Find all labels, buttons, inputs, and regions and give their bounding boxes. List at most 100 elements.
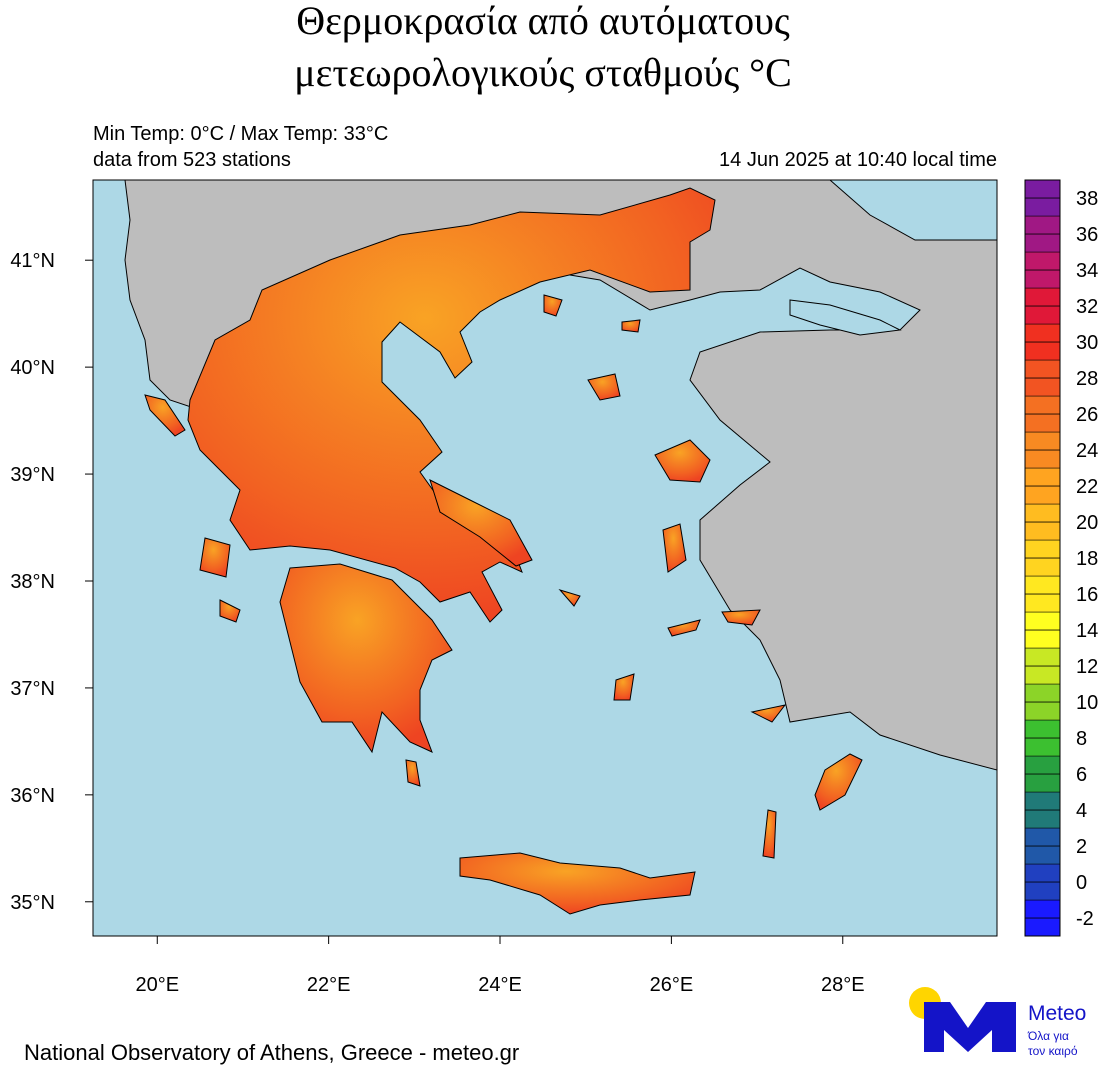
colorbar-segment xyxy=(1024,881,1061,901)
colorbar-segment xyxy=(1024,449,1061,469)
colorbar-tick-label: 28 xyxy=(1076,368,1098,390)
island xyxy=(429,479,533,567)
colorbar-segment xyxy=(1024,305,1061,325)
colorbar-segment xyxy=(1024,773,1061,793)
colorbar-segment xyxy=(1024,863,1061,883)
colorbar-segment xyxy=(1024,485,1061,505)
colorbar-segment xyxy=(1024,179,1061,199)
colorbar-tick-label: 30 xyxy=(1076,332,1098,354)
colorbar-segment xyxy=(1024,899,1061,919)
x-tick-label: 28°E xyxy=(821,974,865,996)
marmara-sea xyxy=(789,299,902,336)
island xyxy=(721,609,761,626)
colorbar-segment xyxy=(1024,413,1061,433)
colorbar-segment xyxy=(1024,233,1061,253)
colorbar-tick-label: 24 xyxy=(1076,440,1098,462)
colorbar-tick-label: 0 xyxy=(1076,872,1087,894)
colorbar-tick-label: 16 xyxy=(1076,584,1098,606)
colorbar-segment xyxy=(1024,521,1061,541)
island xyxy=(558,589,581,607)
colorbar-tick-label: 36 xyxy=(1076,224,1098,246)
peloponnese xyxy=(279,563,453,754)
island xyxy=(621,319,641,333)
colorbar-segment xyxy=(1024,593,1061,613)
island xyxy=(750,704,787,723)
colorbar-segment xyxy=(1024,287,1061,307)
colorbar-segment xyxy=(1024,341,1061,361)
logo-tagline: τον καιρό xyxy=(1028,1044,1078,1058)
colorbar-segment xyxy=(1024,431,1061,451)
island xyxy=(543,294,563,317)
colorbar-segment xyxy=(1024,737,1061,757)
colorbar-segment xyxy=(1024,323,1061,343)
x-tick-label: 26°E xyxy=(650,974,694,996)
colorbar-tick-label: -2 xyxy=(1076,908,1094,930)
colorbar-segment xyxy=(1024,215,1061,235)
colorbar-segment xyxy=(1024,683,1061,703)
island xyxy=(144,394,186,437)
colorbar-tick-label: 18 xyxy=(1076,548,1098,570)
colorbar-tick-label: 22 xyxy=(1076,476,1098,498)
crete xyxy=(459,852,696,915)
colorbar-segment xyxy=(1024,557,1061,577)
colorbar-tick-label: 20 xyxy=(1076,512,1098,534)
x-tick-label: 22°E xyxy=(307,974,351,996)
colorbar-segment xyxy=(1024,395,1061,415)
colorbar-tick-label: 6 xyxy=(1076,764,1087,786)
greece-mainland xyxy=(187,187,716,623)
info: 14 Jun 2025 at 10:40 local time xyxy=(719,149,997,171)
island xyxy=(667,619,701,637)
colorbar-tick-label: 26 xyxy=(1076,404,1098,426)
logo-mark xyxy=(924,1002,1016,1052)
title: Θερμοκρασία από αυτόματους xyxy=(296,0,790,43)
colorbar-tick-label: 38 xyxy=(1076,188,1098,210)
footer: National Observatory of Athens, Greece -… xyxy=(24,1040,519,1065)
colorbar-segment xyxy=(1024,269,1061,289)
colorbar-segment xyxy=(1024,467,1061,487)
island xyxy=(199,537,231,578)
colorbar-segment xyxy=(1024,611,1061,631)
colorbar-segment xyxy=(1024,377,1061,397)
island xyxy=(587,373,621,401)
colorbar-segment xyxy=(1024,665,1061,685)
x-tick-label: 20°E xyxy=(135,974,179,996)
y-tick-label: 37°N xyxy=(10,678,55,700)
map xyxy=(93,180,997,936)
island xyxy=(662,523,687,573)
map-frame xyxy=(92,179,998,937)
island xyxy=(762,809,777,859)
colorbar-segment xyxy=(1024,251,1061,271)
y-tick-label: 35°N xyxy=(10,892,55,914)
colorbar-tick-label: 34 xyxy=(1076,260,1098,282)
logo: Meteo Όλα για τον καιρό xyxy=(909,987,1086,1058)
colorbar-tick-label: 14 xyxy=(1076,620,1098,642)
colorbar-segment xyxy=(1024,719,1061,739)
colorbar-segment xyxy=(1024,845,1061,865)
colorbar-segment xyxy=(1024,359,1061,379)
y-tick-label: 38°N xyxy=(10,571,55,593)
y-tick-label: 41°N xyxy=(10,250,55,272)
info: Min Temp: 0°C / Max Temp: 33°C xyxy=(93,123,388,145)
colorbar-tick-label: 4 xyxy=(1076,800,1087,822)
colorbar-segment xyxy=(1024,503,1061,523)
colorbar-segment xyxy=(1024,827,1061,847)
axes: 20°E 22°E 24°E 26°E 28°E 35°N 36°N 37°N 38°N 39°N… xyxy=(10,250,864,996)
island xyxy=(814,753,863,811)
island xyxy=(613,673,635,701)
colorbar-segment xyxy=(1024,701,1061,721)
colorbar-segment xyxy=(1024,917,1061,937)
colorbar-segment xyxy=(1024,647,1061,667)
colorbar-segment xyxy=(1024,755,1061,775)
island xyxy=(405,759,421,787)
island xyxy=(654,439,711,483)
logo-tagline: Όλα για xyxy=(1027,1029,1069,1043)
island xyxy=(219,599,241,623)
colorbar-segment xyxy=(1024,629,1061,649)
colorbar-tick-label: 32 xyxy=(1076,296,1098,318)
colorbar-segment xyxy=(1024,197,1061,217)
x-tick-label: 24°E xyxy=(478,974,522,996)
colorbar-tick-label: 10 xyxy=(1076,692,1098,714)
colorbar-segment xyxy=(1024,539,1061,559)
